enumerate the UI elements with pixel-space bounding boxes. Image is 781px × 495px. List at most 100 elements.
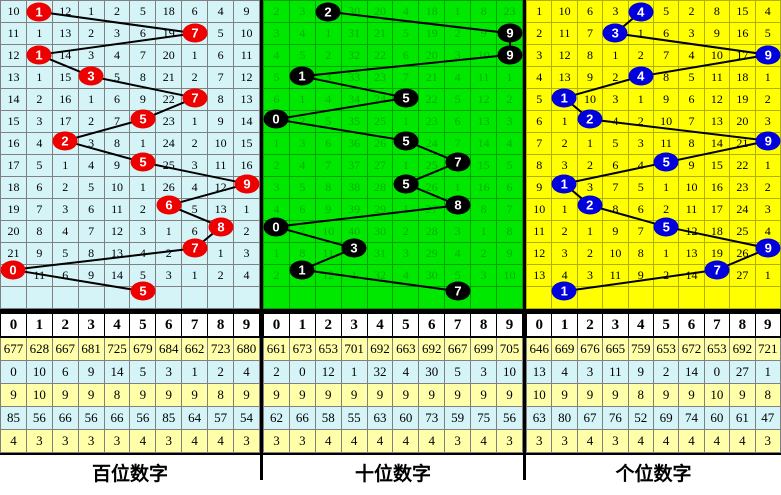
miss-cell: 15 xyxy=(51,66,79,89)
stat-column-header[interactable]: 5 xyxy=(129,312,157,338)
stat-column-header[interactable]: 2 xyxy=(314,312,342,338)
miss-cell: 6 xyxy=(525,110,553,133)
miss-cell: 7 xyxy=(181,22,209,45)
pending-cell xyxy=(754,286,781,309)
miss-cell: 27 xyxy=(366,154,394,177)
stat-cell: 80 xyxy=(551,406,578,430)
stat-column-header[interactable]: 0 xyxy=(263,312,290,338)
miss-grid-hundreds[interactable]: 10 1 12 1 2 5 18 6 4 9 11 1 13 2 3 6 19 7 5 10 12 1 14 3 4 7 20 1 6 1… xyxy=(0,0,260,309)
stat-column-header[interactable]: 3 xyxy=(340,312,368,338)
stat-column-header[interactable]: 9 xyxy=(233,312,260,338)
miss-cell: 5 xyxy=(263,66,290,89)
stat-column-header[interactable]: 5 xyxy=(392,312,420,338)
stat-column-header[interactable]: 8 xyxy=(207,312,235,338)
miss-cell: 6 xyxy=(25,176,53,199)
miss-cell: 17 xyxy=(0,154,27,177)
miss-table-hundreds: 10 1 12 1 2 5 18 6 4 9 11 1 13 2 3 6 19 7 5 10 12 1 14 3 4 7 20 1 6 1… xyxy=(0,0,260,309)
stat-cell: 0 xyxy=(703,360,731,384)
stat-column-header[interactable]: 2 xyxy=(51,312,79,338)
miss-cell: 8 xyxy=(496,220,523,243)
miss-cell: 18 xyxy=(155,0,183,23)
stat-cell: 9 xyxy=(729,383,756,407)
miss-cell: 6 xyxy=(103,88,131,111)
pending-cell xyxy=(627,286,654,309)
stat-column-header[interactable]: 7 xyxy=(444,312,472,338)
miss-cell: 5 xyxy=(525,88,553,111)
miss-cell: 1 xyxy=(25,22,53,45)
miss-grid-tens[interactable]: 2 3 2 30 20 4 18 1 8 23 3 4 1 31 21 5 19 2 9 9 4 5 2 32 22 6 20 3 10… xyxy=(263,0,523,309)
stat-cell: 10 xyxy=(25,383,53,407)
miss-grid-units[interactable]: 1 10 6 3 4 5 2 8 15 4 2 11 7 3 1 6 3 9 16 5 3 12 8 1 2 7 4 10 17 9 4 13… xyxy=(525,0,781,309)
stat-column-header[interactable]: 3 xyxy=(602,312,629,338)
table-row: 7 2 1 5 3 11 8 14 21 9 xyxy=(525,132,781,155)
miss-cell: 1 xyxy=(51,154,79,177)
stat-cell: 692 xyxy=(729,336,756,361)
table-row: 3 12 8 1 2 7 4 10 17 9 xyxy=(525,44,781,67)
stat-column-header[interactable]: 7 xyxy=(181,312,209,338)
stat-column-header[interactable]: 8 xyxy=(729,312,756,338)
stat-cell: 66 xyxy=(103,406,131,430)
stat-cell: 10 xyxy=(25,360,53,384)
miss-cell: 16 xyxy=(703,176,731,199)
pending-cell xyxy=(496,286,523,309)
miss-cell: 4 xyxy=(103,44,131,67)
miss-cell: 5 xyxy=(129,264,157,287)
miss-cell: 29 xyxy=(366,198,394,221)
stat-column-header[interactable]: 2 xyxy=(576,312,604,338)
miss-cell: 5 xyxy=(129,0,157,23)
miss-cell: 24 xyxy=(729,198,756,221)
stat-column-header[interactable]: 5 xyxy=(652,312,680,338)
stat-column-header[interactable]: 0 xyxy=(525,312,553,338)
miss-cell: 14 xyxy=(103,264,131,287)
table-row: 2 3 2 30 20 4 18 1 8 23 xyxy=(263,0,523,23)
miss-cell: 1 xyxy=(288,264,316,287)
stat-cell: 4 xyxy=(627,429,654,453)
stat-column-header[interactable]: 9 xyxy=(754,312,781,338)
stat-cell: 4 xyxy=(207,429,235,453)
miss-cell: 24 xyxy=(155,132,183,155)
stat-cell: 4 xyxy=(551,360,578,384)
miss-cell: 10 xyxy=(652,110,680,133)
stat-column-header[interactable]: 4 xyxy=(627,312,654,338)
table-row: 4 13 9 2 4 8 5 11 18 1 xyxy=(525,66,781,89)
stat-column-header[interactable]: 1 xyxy=(25,312,53,338)
stat-cell: 4 xyxy=(129,429,157,453)
miss-cell: 18 xyxy=(703,220,731,243)
stat-cell: 667 xyxy=(444,336,472,361)
stat-column-header[interactable]: 1 xyxy=(551,312,578,338)
stat-cell: 9 xyxy=(627,360,654,384)
miss-cell: 7 xyxy=(77,220,105,243)
stat-cell: 69 xyxy=(652,406,680,430)
pending-cell xyxy=(340,286,368,309)
miss-cell: 9 xyxy=(754,242,781,265)
stat-column-header[interactable]: 9 xyxy=(496,312,523,338)
stat-column-header[interactable]: 0 xyxy=(0,312,27,338)
stat-cell: 11 xyxy=(602,360,629,384)
stat-column-header[interactable]: 6 xyxy=(678,312,705,338)
miss-cell: 27 xyxy=(418,198,446,221)
stat-column-header[interactable]: 1 xyxy=(288,312,316,338)
table-row: 20 8 4 7 12 3 1 6 8 2 xyxy=(0,220,260,243)
table-row: 1 10 6 3 4 5 2 8 15 4 xyxy=(525,0,781,23)
miss-cell: 1 xyxy=(288,88,316,111)
stat-column-header[interactable]: 4 xyxy=(366,312,394,338)
miss-cell: 4 xyxy=(77,154,105,177)
stat-cell: 8 xyxy=(754,383,781,407)
stat-column-header[interactable]: 7 xyxy=(703,312,731,338)
miss-cell: 6 xyxy=(181,0,209,23)
table-row: 10 1 2 8 6 2 11 17 24 3 xyxy=(525,198,781,221)
stat-cell: 9 xyxy=(0,383,27,407)
stat-cell: 56 xyxy=(25,406,53,430)
stat-column-header[interactable]: 6 xyxy=(418,312,446,338)
pending-cell xyxy=(103,286,131,309)
miss-cell: 1 xyxy=(652,176,680,199)
stat-column-header[interactable]: 4 xyxy=(103,312,131,338)
stat-column-header[interactable]: 8 xyxy=(470,312,498,338)
stat-column-header[interactable]: 3 xyxy=(77,312,105,338)
miss-cell: 2 xyxy=(207,264,235,287)
pending-cell xyxy=(233,286,260,309)
stat-column-header[interactable]: 6 xyxy=(155,312,183,338)
